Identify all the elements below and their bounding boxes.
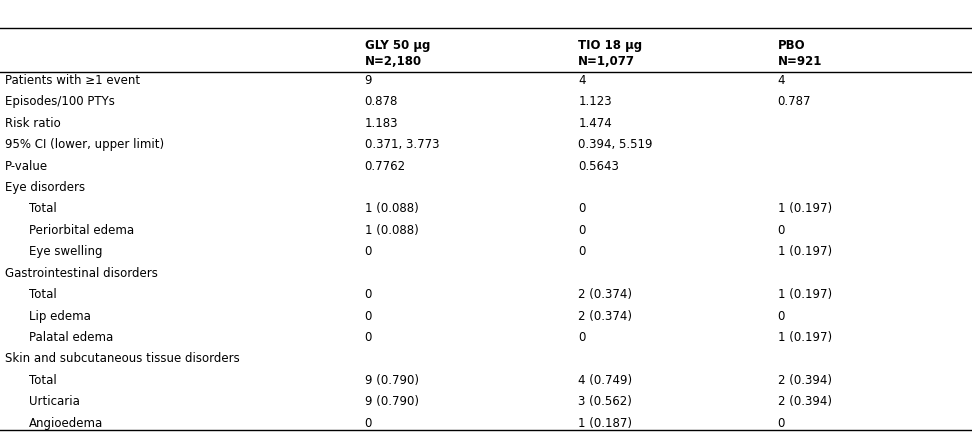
Text: 0: 0 (364, 417, 372, 430)
Text: 1 (0.197): 1 (0.197) (778, 288, 832, 301)
Text: 1 (0.088): 1 (0.088) (364, 202, 418, 215)
Text: 0.371, 3.773: 0.371, 3.773 (364, 138, 439, 151)
Text: Skin and subcutaneous tissue disorders: Skin and subcutaneous tissue disorders (5, 352, 240, 365)
Text: Gastrointestinal disorders: Gastrointestinal disorders (5, 266, 157, 279)
Text: 0: 0 (364, 331, 372, 344)
Text: Palatal edema: Palatal edema (29, 331, 114, 344)
Text: 4: 4 (778, 74, 785, 87)
Text: 0.787: 0.787 (778, 95, 811, 108)
Text: 9: 9 (364, 74, 372, 87)
Text: 4 (0.749): 4 (0.749) (578, 374, 633, 387)
Text: P-value: P-value (5, 160, 48, 172)
Text: Angioedema: Angioedema (29, 417, 103, 430)
Text: Episodes/100 PTYs: Episodes/100 PTYs (5, 95, 115, 108)
Text: 95% CI (lower, upper limit): 95% CI (lower, upper limit) (5, 138, 164, 151)
Text: Eye swelling: Eye swelling (29, 245, 103, 258)
Text: 2 (0.374): 2 (0.374) (578, 309, 633, 322)
Text: 0: 0 (778, 309, 785, 322)
Text: 9 (0.790): 9 (0.790) (364, 374, 419, 387)
Text: 9 (0.790): 9 (0.790) (364, 395, 419, 408)
Text: N=1,077: N=1,077 (578, 55, 636, 68)
Text: N=2,180: N=2,180 (364, 55, 422, 68)
Text: Eye disorders: Eye disorders (5, 181, 85, 194)
Text: Total: Total (29, 288, 57, 301)
Text: 0: 0 (364, 288, 372, 301)
Text: 0: 0 (578, 331, 586, 344)
Text: 2 (0.394): 2 (0.394) (778, 395, 832, 408)
Text: 1.123: 1.123 (578, 95, 612, 108)
Text: 0: 0 (578, 224, 586, 237)
Text: 0.7762: 0.7762 (364, 160, 405, 172)
Text: 3 (0.562): 3 (0.562) (578, 395, 632, 408)
Text: Periorbital edema: Periorbital edema (29, 224, 134, 237)
Text: PBO: PBO (778, 39, 805, 52)
Text: 1.474: 1.474 (578, 117, 612, 130)
Text: Urticaria: Urticaria (29, 395, 80, 408)
Text: 1 (0.197): 1 (0.197) (778, 331, 832, 344)
Text: 0: 0 (578, 202, 586, 215)
Text: 1 (0.088): 1 (0.088) (364, 224, 418, 237)
Text: 0: 0 (778, 224, 785, 237)
Text: 2 (0.394): 2 (0.394) (778, 374, 832, 387)
Text: Risk ratio: Risk ratio (5, 117, 60, 130)
Text: Patients with ≥1 event: Patients with ≥1 event (5, 74, 140, 87)
Text: 1 (0.187): 1 (0.187) (578, 417, 633, 430)
Text: 0: 0 (364, 245, 372, 258)
Text: Lip edema: Lip edema (29, 309, 91, 322)
Text: 1.183: 1.183 (364, 117, 398, 130)
Text: 0.394, 5.519: 0.394, 5.519 (578, 138, 653, 151)
Text: 0.5643: 0.5643 (578, 160, 619, 172)
Text: 1 (0.197): 1 (0.197) (778, 245, 832, 258)
Text: 1 (0.197): 1 (0.197) (778, 202, 832, 215)
Text: 2 (0.374): 2 (0.374) (578, 288, 633, 301)
Text: Total: Total (29, 202, 57, 215)
Text: 0: 0 (778, 417, 785, 430)
Text: 0: 0 (364, 309, 372, 322)
Text: GLY 50 μg: GLY 50 μg (364, 39, 430, 52)
Text: 0.878: 0.878 (364, 95, 398, 108)
Text: N=921: N=921 (778, 55, 822, 68)
Text: 4: 4 (578, 74, 586, 87)
Text: Total: Total (29, 374, 57, 387)
Text: 0: 0 (578, 245, 586, 258)
Text: TIO 18 μg: TIO 18 μg (578, 39, 642, 52)
